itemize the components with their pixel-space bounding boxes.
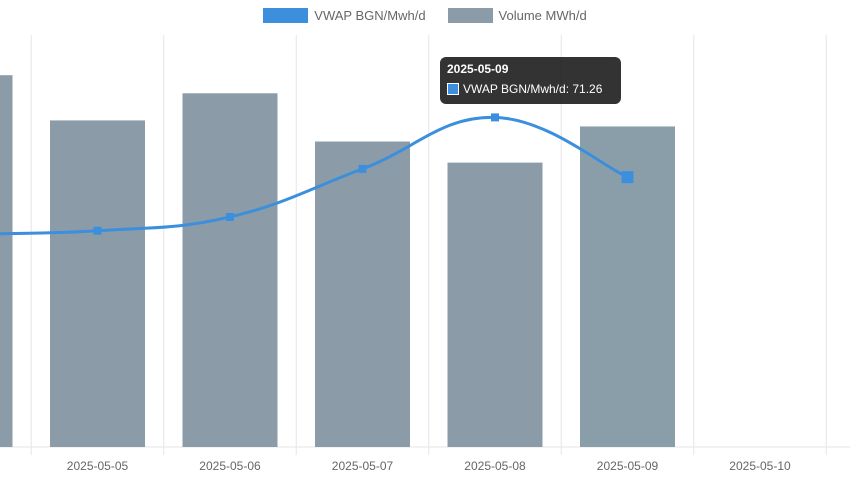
volume-bar-2025-05-04[interactable] — [0, 75, 13, 447]
volume-bar-2025-05-08[interactable] — [447, 162, 543, 447]
x-tick-label: 2025-05-07 — [332, 459, 394, 473]
volume-bar-2025-05-07[interactable] — [315, 141, 410, 447]
vwap-legend-swatch — [263, 8, 309, 23]
vwap-point-2025-05-08[interactable] — [491, 113, 499, 122]
vwap-point-2025-05-05[interactable] — [93, 226, 102, 235]
volume-bar-2025-05-06[interactable] — [182, 93, 278, 447]
x-tick-label: 2025-05-06 — [199, 459, 261, 473]
grid-lines — [0, 35, 850, 455]
tooltip-title: 2025-05-09 — [447, 62, 509, 76]
x-axis-ticks: 2025-05-05 2025-05-06 2025-05-07 2025-05-08… — [67, 459, 791, 473]
legend-item-volume[interactable]: Volume MWh/d — [447, 8, 587, 23]
tooltip-label: VWAP BGN/Mwh/d: 71.26 — [463, 82, 603, 96]
x-tick-label: 2025-05-05 — [67, 459, 129, 473]
volume-bars — [0, 75, 675, 447]
x-tick-label: 2025-05-09 — [597, 459, 659, 473]
vwap-line — [0, 115, 629, 236]
volume-legend-label: Volume MWh/d — [498, 8, 587, 23]
vwap-line-series — [0, 113, 634, 236]
volume-bar-2025-05-05[interactable] — [50, 120, 145, 447]
tooltip-color-box — [447, 83, 459, 95]
chart-legend: VWAP BGN/Mwh/d Volume MWh/d — [0, 8, 850, 23]
vwap-point-2025-05-06[interactable] — [226, 212, 234, 221]
tooltip-row: VWAP BGN/Mwh/d: 71.26 — [447, 82, 602, 96]
x-tick-label: 2025-05-10 — [729, 459, 791, 473]
chart-tooltip: 2025-05-09 VWAP BGN/Mwh/d: 71.26 — [440, 57, 621, 104]
vwap-point-2025-05-09[interactable] — [621, 171, 634, 184]
volume-legend-swatch — [447, 8, 493, 23]
vwap-legend-label: VWAP BGN/Mwh/d — [314, 8, 426, 23]
x-tick-label: 2025-05-08 — [464, 459, 526, 473]
vwap-point-2025-05-07[interactable] — [358, 164, 367, 173]
legend-item-vwap[interactable]: VWAP BGN/Mwh/d — [263, 8, 426, 23]
